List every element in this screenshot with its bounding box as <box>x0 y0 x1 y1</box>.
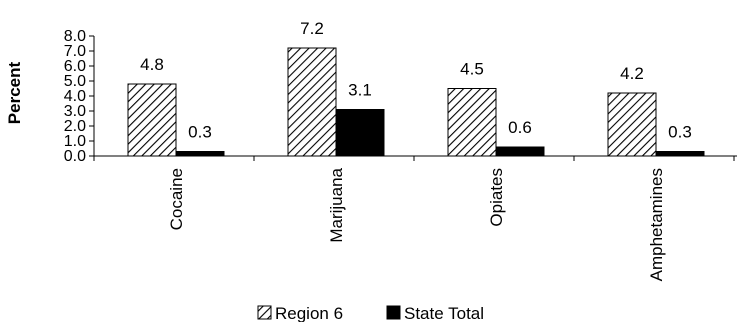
y-tick-label: 5.0 <box>64 73 86 90</box>
y-axis-title: Percent <box>5 61 24 124</box>
y-tick-label: 8.0 <box>64 28 86 45</box>
legend-swatch-region-6 <box>257 305 272 320</box>
bar-state-total <box>175 151 225 157</box>
data-label-region-6: 4.5 <box>460 60 484 79</box>
x-axis: Cocaine Marijuana Opiates Amphetamines <box>93 155 737 281</box>
y-axis: 0.01.02.03.04.05.06.07.08.0 <box>64 28 95 165</box>
y-tick-label: 2.0 <box>64 118 86 135</box>
data-labels: 4.8 0.3 7.2 3.1 4.5 0.6 4.2 0.3 <box>140 19 692 142</box>
y-tick-label: 6.0 <box>64 58 86 75</box>
bar-state-total <box>495 146 545 157</box>
bar-region-6 <box>287 47 337 157</box>
data-label-region-6: 7.2 <box>300 19 324 38</box>
bar-state-total <box>655 151 705 157</box>
bar-region-6 <box>607 92 657 157</box>
legend: Region 6 State Total <box>257 304 484 322</box>
y-tick-label: 0.0 <box>64 148 86 165</box>
y-tick-label: 4.0 <box>64 88 86 105</box>
data-label-state-total: 3.1 <box>348 81 372 100</box>
legend-label: Region 6 <box>275 304 343 322</box>
bar-region-6 <box>447 88 497 157</box>
bar-state-total <box>335 109 385 157</box>
y-tick-label: 3.0 <box>64 103 86 120</box>
data-label-state-total: 0.3 <box>188 123 212 142</box>
x-category-label: Opiates <box>487 168 506 227</box>
bar-region-6 <box>127 83 177 157</box>
data-label-state-total: 0.6 <box>508 118 532 137</box>
legend-swatch-state-total <box>386 305 401 320</box>
bars <box>127 47 705 157</box>
data-label-region-6: 4.8 <box>140 55 164 74</box>
x-category-label: Amphetamines <box>647 168 666 281</box>
data-label-region-6: 4.2 <box>620 64 644 83</box>
data-label-state-total: 0.3 <box>668 123 692 142</box>
y-tick-label: 1.0 <box>64 133 86 150</box>
x-category-label: Cocaine <box>167 168 186 230</box>
y-tick-label: 7.0 <box>64 43 86 60</box>
x-category-label: Marijuana <box>327 167 346 242</box>
legend-label: State Total <box>404 304 484 322</box>
